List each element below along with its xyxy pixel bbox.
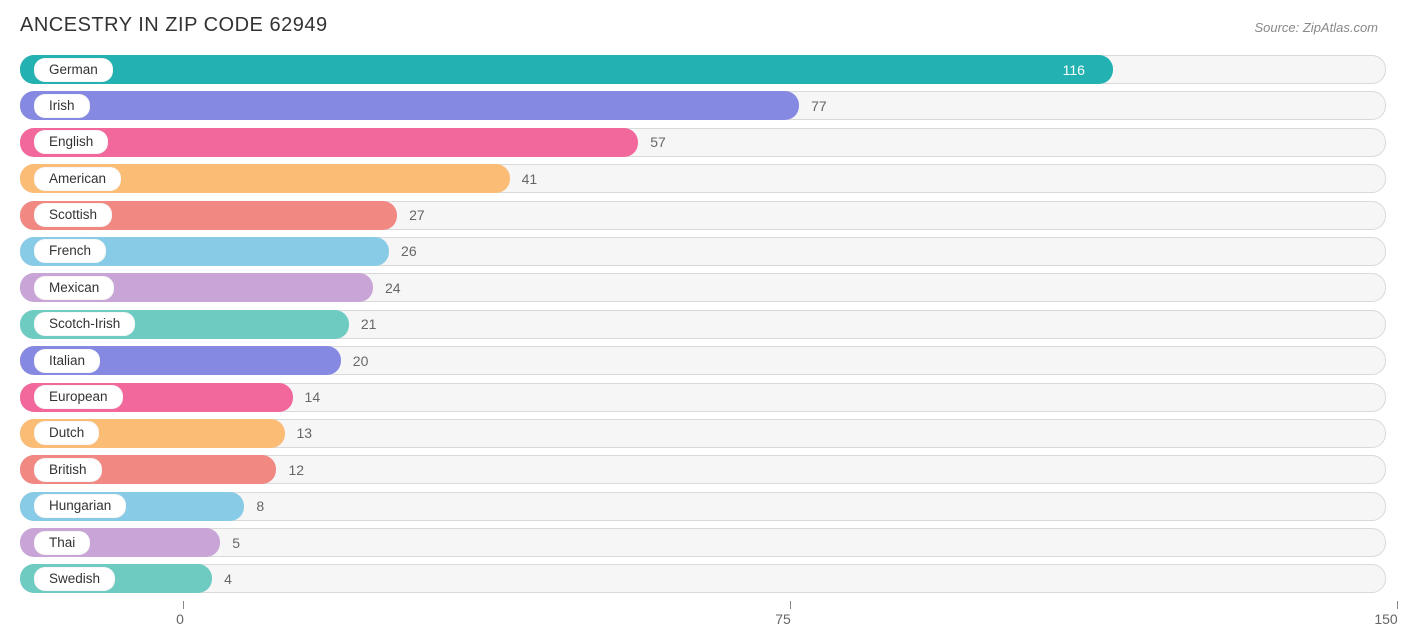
bar-fill xyxy=(20,128,638,157)
x-axis-tick-label: 150 xyxy=(1374,611,1397,627)
bar-row: Scottish 27 xyxy=(20,201,1386,230)
x-axis-tick: 150 xyxy=(1386,601,1406,627)
bar-value-label: 13 xyxy=(297,425,313,441)
bar-row: Dutch 13 xyxy=(20,419,1386,448)
bar-value-label: 20 xyxy=(353,353,369,369)
bar-category-pill: Dutch xyxy=(34,421,99,445)
bar-value-label: 41 xyxy=(522,171,538,187)
bar-row: Scotch-Irish 21 xyxy=(20,310,1386,339)
bar-row: American 41 xyxy=(20,164,1386,193)
bar-row: European 14 xyxy=(20,383,1386,412)
bar-row: Swedish 4 xyxy=(20,564,1386,593)
chart-container: ANCESTRY IN ZIP CODE 62949 Source: ZipAt… xyxy=(0,0,1406,644)
bar-category-pill: German xyxy=(34,58,113,82)
bar-fill xyxy=(20,55,1113,84)
bar-value-label: 4 xyxy=(224,571,232,587)
bar-category-pill: Thai xyxy=(34,531,90,555)
bar-category-pill: French xyxy=(34,239,106,263)
bar-category-pill: English xyxy=(34,130,108,154)
bar-row: Mexican 24 xyxy=(20,273,1386,302)
tick-mark xyxy=(1397,601,1398,609)
bar-category-pill: Hungarian xyxy=(34,494,126,518)
bar-row: Italian 20 xyxy=(20,346,1386,375)
bar-category-pill: Mexican xyxy=(34,276,114,300)
bar-value-label: 12 xyxy=(288,462,304,478)
bar-row: German 116 xyxy=(20,55,1386,84)
bar-value-label: 5 xyxy=(232,535,240,551)
bar-category-pill: Scotch-Irish xyxy=(34,312,135,336)
bar-value-label: 77 xyxy=(811,98,827,114)
x-axis-tick-label: 75 xyxy=(775,611,791,627)
bar-category-pill: Italian xyxy=(34,349,100,373)
chart-source: Source: ZipAtlas.com xyxy=(1254,20,1378,35)
bar-category-pill: Irish xyxy=(34,94,90,118)
bar-value-label: 27 xyxy=(409,207,425,223)
chart-title: ANCESTRY IN ZIP CODE 62949 xyxy=(20,14,328,37)
tick-mark xyxy=(183,601,184,609)
bar-value-label: 14 xyxy=(305,389,321,405)
bar-row: English 57 xyxy=(20,128,1386,157)
bar-value-label: 26 xyxy=(401,243,417,259)
bar-category-pill: American xyxy=(34,167,121,191)
bar-row: French 26 xyxy=(20,237,1386,266)
bar-track xyxy=(20,528,1386,557)
x-axis-tick-label: 0 xyxy=(176,611,184,627)
bar-value-label: 116 xyxy=(1063,62,1085,78)
bar-category-pill: Scottish xyxy=(34,203,112,227)
tick-mark xyxy=(790,601,791,609)
x-axis-tick: 75 xyxy=(783,601,799,627)
x-axis: 075150 xyxy=(20,601,1386,629)
bar-row: Irish 77 xyxy=(20,91,1386,120)
bar-row: Hungarian 8 xyxy=(20,492,1386,521)
x-axis-tick: 0 xyxy=(180,601,188,627)
bar-category-pill: British xyxy=(34,458,102,482)
bar-row: British 12 xyxy=(20,455,1386,484)
bar-row: Thai 5 xyxy=(20,528,1386,557)
bar-category-pill: Swedish xyxy=(34,567,115,591)
bar-value-label: 21 xyxy=(361,316,377,332)
bar-value-label: 57 xyxy=(650,134,666,150)
bar-value-label: 8 xyxy=(256,498,264,514)
bar-value-label: 24 xyxy=(385,280,401,296)
bars-group: German 116 Irish 77 English 57 American 41 Scott… xyxy=(20,55,1386,593)
bar-category-pill: European xyxy=(34,385,123,409)
bar-fill xyxy=(20,91,799,120)
chart-plot-area: German 116 Irish 77 English 57 American 41 Scott… xyxy=(20,55,1386,595)
chart-header: ANCESTRY IN ZIP CODE 62949 Source: ZipAt… xyxy=(20,14,1386,37)
